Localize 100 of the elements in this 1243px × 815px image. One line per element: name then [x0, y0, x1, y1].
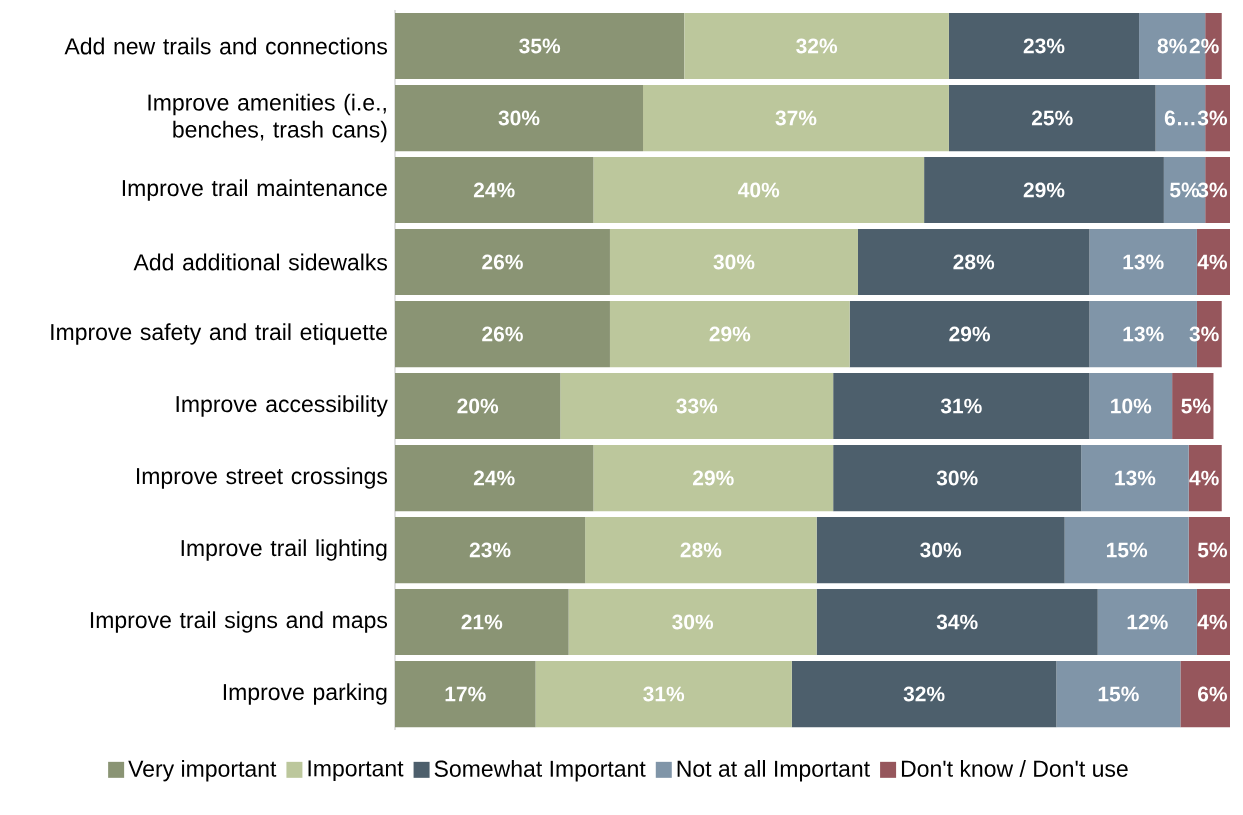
- legend-label: Don't know / Don't use: [901, 760, 1128, 777]
- bar: [395, 660, 536, 728]
- data-label: 23%: [469, 542, 511, 558]
- bar: [948, 12, 1140, 80]
- bar: [560, 372, 834, 440]
- data-label: 21%: [461, 614, 503, 630]
- data-label: 35%: [519, 38, 561, 54]
- bar: [395, 12, 685, 80]
- data-label: 3%: [1197, 110, 1228, 126]
- bar: [395, 588, 569, 656]
- bar: [535, 660, 792, 728]
- data-label: 30%: [498, 110, 540, 126]
- data-label: 28%: [680, 542, 722, 558]
- data-label: 24%: [473, 470, 515, 486]
- bar: [643, 84, 949, 152]
- y-tick-label: Improve amenities (i.e., benches, trash cans): [148, 93, 387, 143]
- y-tick-label: Improve accessibility: [176, 395, 388, 417]
- bar: [924, 156, 1164, 224]
- data-label: 4%: [1197, 254, 1228, 270]
- data-label: 23%: [1023, 38, 1065, 54]
- bar: [1064, 516, 1189, 584]
- data-label: 29%: [949, 326, 991, 342]
- data-label: 6…: [1164, 110, 1195, 126]
- data-label: 31%: [940, 398, 982, 414]
- y-tick-label: Improve parking: [223, 683, 387, 705]
- bar: [1097, 588, 1197, 656]
- y-tick-label: Improve safety and trail etiquette: [51, 323, 387, 345]
- data-label: 20%: [457, 398, 499, 414]
- data-label: 8%: [1157, 38, 1187, 54]
- data-label: 12%: [1127, 614, 1168, 630]
- bar: [857, 228, 1090, 296]
- legend-label: Important: [308, 760, 404, 782]
- data-label: 3%: [1197, 182, 1228, 198]
- data-label: 5%: [1197, 542, 1228, 558]
- bar: [1188, 516, 1230, 584]
- legend-label: Very important: [128, 760, 277, 782]
- data-label: 29%: [693, 470, 734, 486]
- data-label: 24%: [473, 182, 515, 198]
- bar: [395, 300, 610, 368]
- bar: [1056, 660, 1181, 728]
- bar: [1196, 228, 1230, 296]
- bar: [609, 228, 858, 296]
- data-label: 37%: [775, 110, 817, 126]
- legend-label: Not at all Important: [677, 760, 870, 782]
- y-tick-label: Improve street crossings: [136, 467, 388, 489]
- data-label: 30%: [672, 614, 714, 630]
- data-label: 32%: [796, 38, 838, 54]
- bar: [609, 300, 850, 368]
- data-label: 13%: [1115, 470, 1156, 486]
- data-label: 30%: [713, 254, 755, 270]
- data-label: 10%: [1111, 398, 1152, 414]
- bar: [833, 372, 1090, 440]
- data-label: 30%: [920, 542, 962, 558]
- data-label: 6%: [1198, 686, 1228, 702]
- bar: [816, 516, 1065, 584]
- data-label: 32%: [903, 686, 945, 702]
- bar: [1196, 588, 1230, 656]
- data-label: 29%: [1023, 182, 1065, 198]
- data-label: 40%: [738, 182, 780, 198]
- data-label: 25%: [1031, 110, 1073, 126]
- bar: [585, 516, 817, 584]
- data-label: 29%: [709, 326, 751, 342]
- data-label: 5%: [1181, 398, 1211, 414]
- data-label: 34%: [936, 614, 978, 630]
- bar: [816, 588, 1098, 656]
- data-label: 13%: [1123, 254, 1164, 270]
- data-label: 33%: [676, 398, 718, 414]
- data-label: 5%: [1170, 182, 1200, 198]
- bar: [593, 444, 834, 512]
- data-label: 26%: [482, 326, 523, 342]
- data-label: 31%: [643, 686, 685, 702]
- bar: [684, 12, 949, 80]
- y-tick-label: Add new trails and connections: [64, 37, 388, 55]
- data-label: 13%: [1123, 326, 1164, 342]
- bar: [395, 156, 594, 224]
- bar: [593, 156, 925, 224]
- bar: [791, 660, 1057, 728]
- legend-label: Somewhat Important: [434, 760, 646, 782]
- data-label: 28%: [953, 254, 995, 270]
- bar: [395, 372, 561, 440]
- y-tick-label: Improve trail lighting: [181, 539, 387, 561]
- data-label: 17%: [445, 686, 486, 702]
- bar: [948, 84, 1156, 152]
- bar: [833, 444, 1082, 512]
- data-label: 26%: [482, 254, 523, 270]
- data-label: 4%: [1197, 614, 1228, 630]
- bar: [395, 84, 644, 152]
- data-label: 3%: [1189, 326, 1219, 342]
- y-tick-label: Add additional sidewalks: [133, 253, 388, 271]
- y-tick-label: Improve trail maintenance: [122, 179, 387, 201]
- bar: [395, 444, 594, 512]
- bar: [568, 588, 817, 656]
- bar: [1188, 444, 1222, 512]
- bar: [1089, 372, 1173, 440]
- data-label: 30%: [936, 470, 978, 486]
- data-label: 4%: [1189, 470, 1219, 486]
- data-label: 15%: [1098, 686, 1139, 702]
- bar: [1180, 660, 1230, 728]
- bar: [395, 228, 610, 296]
- data-label: 15%: [1106, 542, 1148, 558]
